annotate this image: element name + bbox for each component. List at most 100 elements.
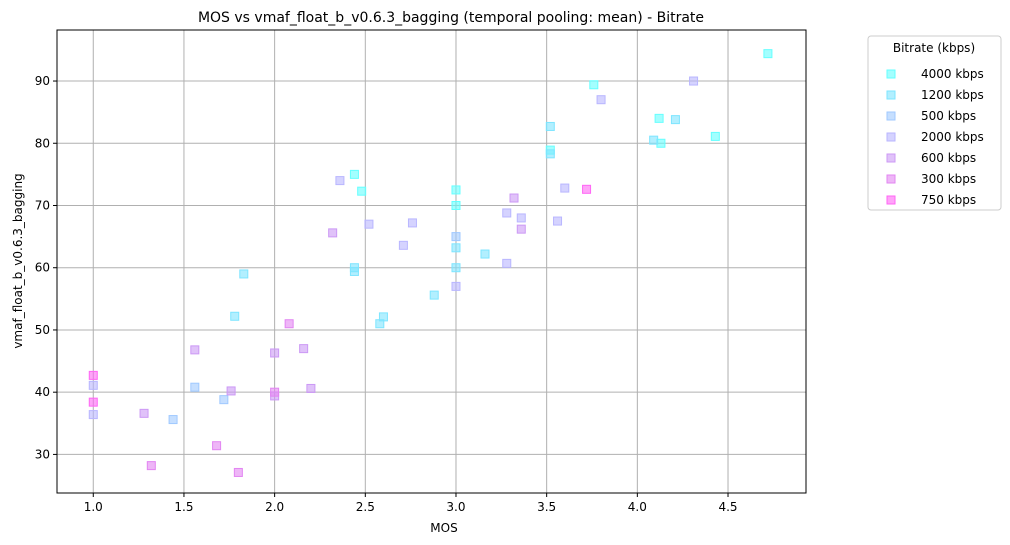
- data-point: [233, 467, 243, 477]
- data-point: [451, 263, 461, 273]
- legend-item: 4000 kbps: [886, 67, 984, 81]
- legend-marker: [886, 90, 896, 100]
- x-tick-label: 1.5: [174, 500, 193, 514]
- y-tick-label: 80: [35, 136, 50, 150]
- legend-label: 600 kbps: [921, 151, 976, 165]
- y-tick-label: 90: [35, 74, 50, 88]
- data-point: [139, 408, 149, 418]
- data-point: [553, 216, 563, 226]
- legend-frame: [867, 35, 1002, 211]
- x-axis-label: MOS: [430, 521, 457, 535]
- series-300-kbps: [146, 319, 294, 477]
- data-point: [284, 319, 294, 329]
- series-2000-kbps: [88, 76, 699, 420]
- legend-title: Bitrate (kbps): [893, 41, 975, 55]
- data-point: [398, 240, 408, 250]
- y-tick-label: 60: [35, 261, 50, 275]
- grid-lines: [57, 30, 806, 493]
- data-point: [190, 382, 200, 392]
- legend-item: 600 kbps: [886, 151, 976, 165]
- data-point: [502, 208, 512, 218]
- data-point: [710, 131, 720, 141]
- data-point: [589, 80, 599, 90]
- legend: Bitrate (kbps) 4000 kbps 1200 kbps 500 kbp…: [867, 35, 1002, 211]
- data-point: [502, 258, 512, 268]
- data-point: [582, 184, 592, 194]
- legend-items: 4000 kbps 1200 kbps 500 kbps 2000 kbps 600 k…: [886, 67, 984, 207]
- data-point: [349, 169, 359, 179]
- x-tick-label: 1.0: [84, 500, 103, 514]
- legend-marker: [886, 132, 896, 142]
- data-point: [212, 441, 222, 451]
- series-500-kbps: [168, 232, 461, 425]
- x-tick-label: 3.0: [446, 500, 465, 514]
- legend-label: 500 kbps: [921, 109, 976, 123]
- y-tick-label: 40: [35, 385, 50, 399]
- x-tick-label: 3.5: [537, 500, 556, 514]
- data-point: [480, 249, 490, 259]
- legend-label: 2000 kbps: [921, 130, 984, 144]
- data-point: [451, 281, 461, 291]
- legend-label: 750 kbps: [921, 193, 976, 207]
- data-point: [429, 290, 439, 300]
- data-point: [451, 185, 461, 195]
- data-point: [168, 415, 178, 425]
- data-point: [88, 380, 98, 390]
- data-point: [654, 113, 664, 123]
- data-point: [335, 176, 345, 186]
- data-point: [349, 266, 359, 276]
- legend-marker: [886, 174, 896, 184]
- data-point: [190, 345, 200, 355]
- series-1200-kbps: [230, 115, 680, 329]
- legend-item: 300 kbps: [886, 172, 976, 186]
- legend-label: 4000 kbps: [921, 67, 984, 81]
- legend-marker: [886, 69, 896, 79]
- data-point: [407, 218, 417, 228]
- data-point: [516, 224, 526, 234]
- data-point: [649, 135, 659, 145]
- data-points: [88, 49, 773, 477]
- data-point: [270, 387, 280, 397]
- data-point: [689, 76, 699, 86]
- data-point: [230, 311, 240, 321]
- data-point: [146, 461, 156, 471]
- data-point: [226, 386, 236, 396]
- data-point: [545, 121, 555, 131]
- series-750-kbps: [88, 184, 592, 407]
- data-point: [763, 49, 773, 59]
- data-point: [219, 395, 229, 405]
- data-point: [451, 200, 461, 210]
- series-4000-kbps: [349, 49, 773, 210]
- y-tick-label: 30: [35, 447, 50, 461]
- x-tick-label: 2.5: [356, 500, 375, 514]
- x-axis-ticks: 1.0 1.5 2.0 2.5 3.0 3.5 4.0 4.5: [84, 493, 738, 514]
- data-point: [239, 269, 249, 279]
- legend-item: 2000 kbps: [886, 130, 984, 144]
- data-point: [328, 228, 338, 238]
- data-point: [357, 186, 367, 196]
- data-point: [375, 319, 385, 329]
- y-tick-label: 50: [35, 323, 50, 337]
- legend-marker: [886, 111, 896, 121]
- y-tick-label: 70: [35, 198, 50, 212]
- data-point: [509, 193, 519, 203]
- x-tick-label: 4.5: [718, 500, 737, 514]
- data-point: [670, 115, 680, 125]
- legend-marker: [886, 195, 896, 205]
- legend-marker: [886, 153, 896, 163]
- chart-title: MOS vs vmaf_float_b_v0.6.3_bagging (temp…: [198, 10, 704, 26]
- data-point: [88, 370, 98, 380]
- data-point: [451, 232, 461, 242]
- data-point: [299, 344, 309, 354]
- data-point: [545, 149, 555, 159]
- y-axis-ticks: 30 40 50 60 70 80 90: [35, 74, 57, 461]
- legend-item: 750 kbps: [886, 193, 976, 207]
- data-point: [364, 219, 374, 229]
- legend-item: 500 kbps: [886, 109, 976, 123]
- data-point: [88, 397, 98, 407]
- plot-area-frame: [56, 29, 807, 494]
- x-tick-label: 2.0: [265, 500, 284, 514]
- data-point: [306, 383, 316, 393]
- data-point: [451, 243, 461, 253]
- legend-label: 300 kbps: [921, 172, 976, 186]
